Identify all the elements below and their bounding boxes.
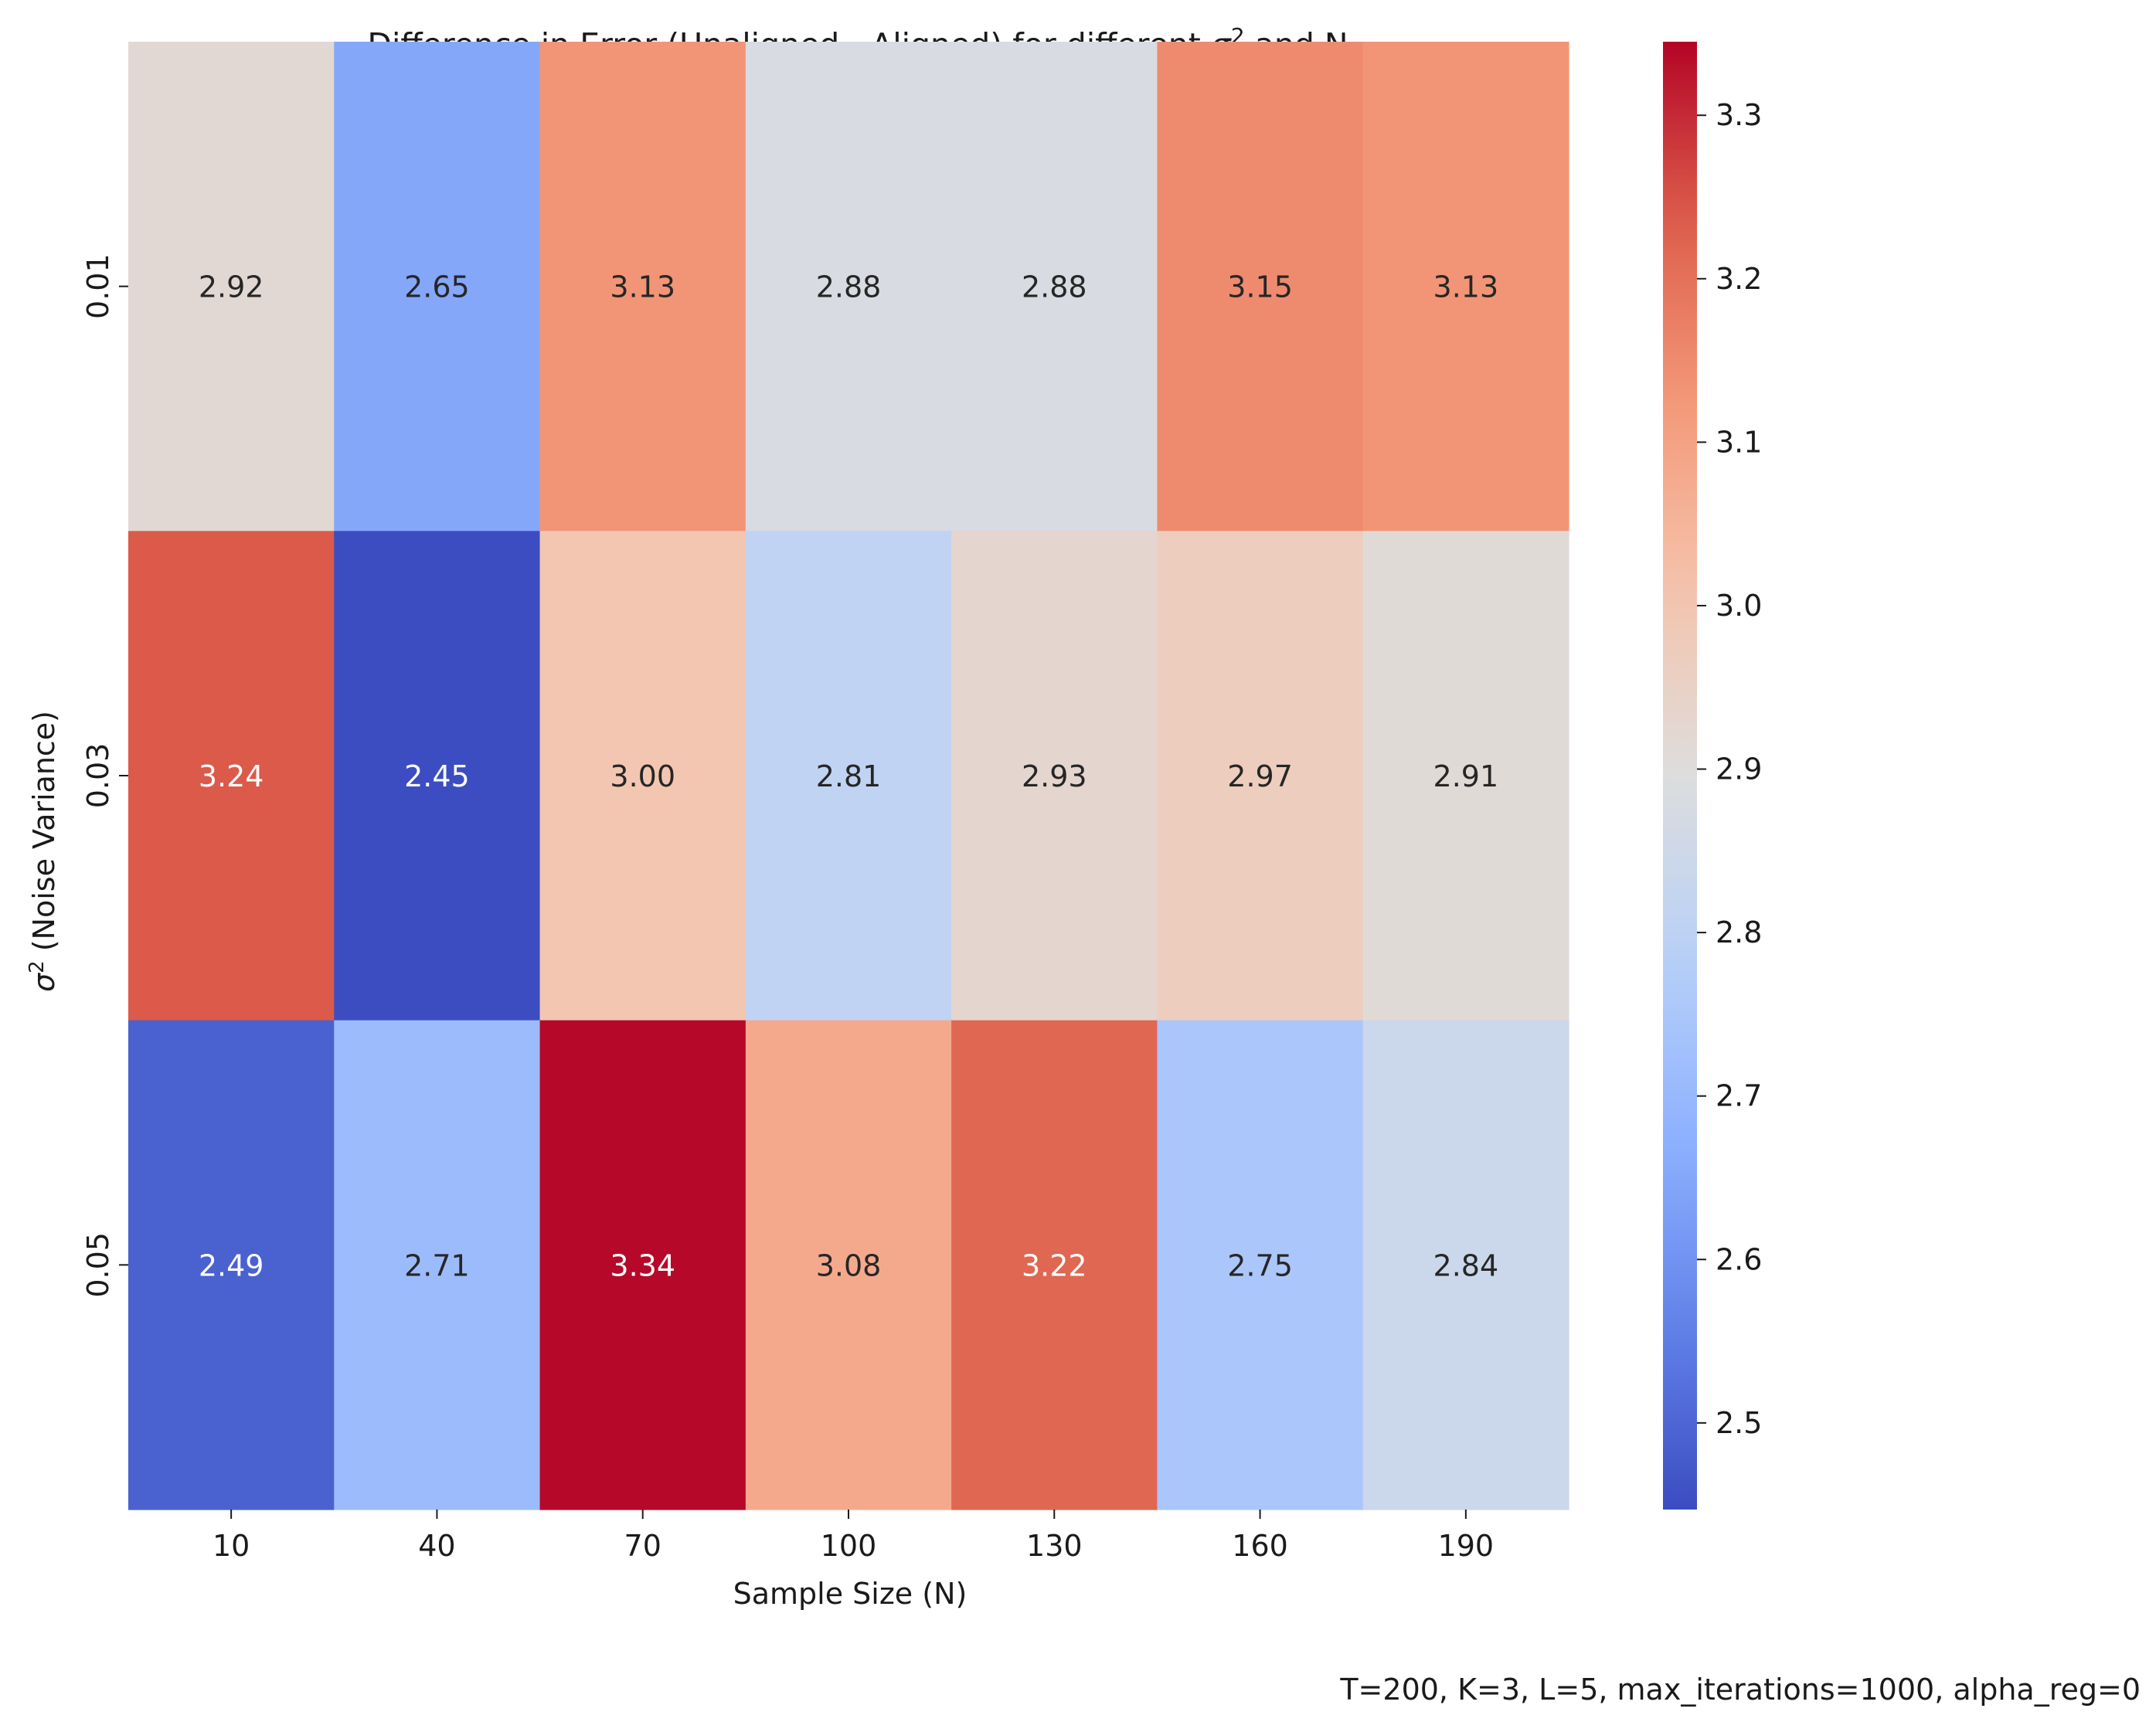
heatmap-cell xyxy=(1157,42,1364,532)
y-axis: 0.01 0.03 0.05 xyxy=(81,253,128,1298)
cell-value-labels: 2.92 2.65 3.13 2.88 2.88 3.15 3.13 3.24 2.45 3.00… xyxy=(199,270,1498,1283)
cell-value-label: 2.93 xyxy=(1022,759,1087,793)
cell-value-label: 2.92 xyxy=(199,270,264,304)
y-axis-label: σ2 (Noise Variance) xyxy=(26,711,61,992)
cell-value-label: 3.00 xyxy=(610,759,675,793)
heatmap-cell xyxy=(539,531,746,1021)
heatmap-cell xyxy=(1362,531,1569,1021)
cell-value-label: 2.45 xyxy=(404,759,470,793)
colorbar-tick-label: 3.2 xyxy=(1716,262,1762,296)
cell-value-label: 3.13 xyxy=(1433,270,1499,304)
colorbar-tick-label: 3.3 xyxy=(1716,98,1762,132)
heatmap-cell xyxy=(539,1020,746,1510)
heatmap-cell xyxy=(128,1020,335,1510)
cell-value-label: 2.65 xyxy=(404,270,470,304)
heatmap-cell xyxy=(128,531,335,1021)
cell-value-label: 2.75 xyxy=(1227,1248,1293,1282)
cell-value-label: 2.97 xyxy=(1227,759,1293,793)
heatmap-cell xyxy=(334,1020,541,1510)
x-tick-label: 130 xyxy=(1026,1529,1083,1563)
heatmap-cell xyxy=(951,531,1158,1021)
x-axis-label: Sample Size (N) xyxy=(733,1577,967,1611)
colorbar-tick-label: 2.5 xyxy=(1716,1406,1762,1440)
colorbar-tick-label: 2.7 xyxy=(1716,1079,1762,1113)
x-tick-label: 100 xyxy=(821,1529,877,1563)
colorbar-tick-label: 3.1 xyxy=(1716,425,1762,459)
colorbar-ticks: 2.5 2.6 2.7 2.8 2.9 3.0 3.1 3.2 3.3 xyxy=(1697,98,1762,1440)
x-tick-label: 190 xyxy=(1438,1529,1495,1563)
cell-value-label: 2.91 xyxy=(1433,759,1499,793)
x-tick-label: 160 xyxy=(1232,1529,1288,1563)
cell-value-label: 2.84 xyxy=(1433,1248,1499,1282)
y-tick-label: 0.03 xyxy=(81,743,115,809)
heatmap-cell xyxy=(745,531,952,1021)
x-tick-label: 10 xyxy=(213,1529,250,1563)
heatmap-cell xyxy=(1157,531,1364,1021)
y-tick-label: 0.05 xyxy=(81,1232,115,1298)
heatmap-cell xyxy=(745,1020,952,1510)
cell-value-label: 3.24 xyxy=(199,759,264,793)
heatmap-cell xyxy=(745,42,952,532)
cell-value-label: 2.88 xyxy=(1022,270,1087,304)
heatmap-cell xyxy=(128,42,335,532)
cell-value-label: 3.13 xyxy=(610,270,675,304)
colorbar-tick-label: 2.6 xyxy=(1716,1242,1762,1276)
x-tick-label: 70 xyxy=(624,1529,661,1563)
colorbar-tick-label: 2.8 xyxy=(1716,915,1762,949)
colorbar-tick-label: 2.9 xyxy=(1716,752,1762,786)
cell-value-label: 3.22 xyxy=(1022,1248,1087,1282)
heatmap-cell xyxy=(1362,42,1569,532)
cell-value-label: 2.81 xyxy=(816,759,882,793)
heatmap-cell xyxy=(1362,1020,1569,1510)
x-axis: 10 40 70 100 130 160 190 xyxy=(213,1510,1494,1563)
heatmap-cell xyxy=(334,42,541,532)
cell-value-label: 3.15 xyxy=(1227,270,1293,304)
heatmap-cell xyxy=(1157,1020,1364,1510)
cell-value-label: 2.88 xyxy=(816,270,882,304)
heatmap-cell xyxy=(539,42,746,532)
y-tick-label: 0.01 xyxy=(81,253,115,319)
colorbar xyxy=(1663,42,1697,1510)
heatmap-cell xyxy=(334,531,541,1021)
heatmap-cell xyxy=(951,1020,1158,1510)
heatmap-cell xyxy=(951,42,1158,532)
cell-value-label: 3.34 xyxy=(610,1248,675,1282)
cell-value-label: 2.71 xyxy=(404,1248,470,1282)
heatmap-cells xyxy=(128,42,1569,1510)
footnote: T=200, K=3, L=5, max_iterations=1000, al… xyxy=(1339,1673,2141,1707)
cell-value-label: 3.08 xyxy=(816,1248,882,1282)
x-tick-label: 40 xyxy=(418,1529,455,1563)
colorbar-tick-label: 3.0 xyxy=(1716,589,1762,623)
cell-value-label: 2.49 xyxy=(199,1248,264,1282)
